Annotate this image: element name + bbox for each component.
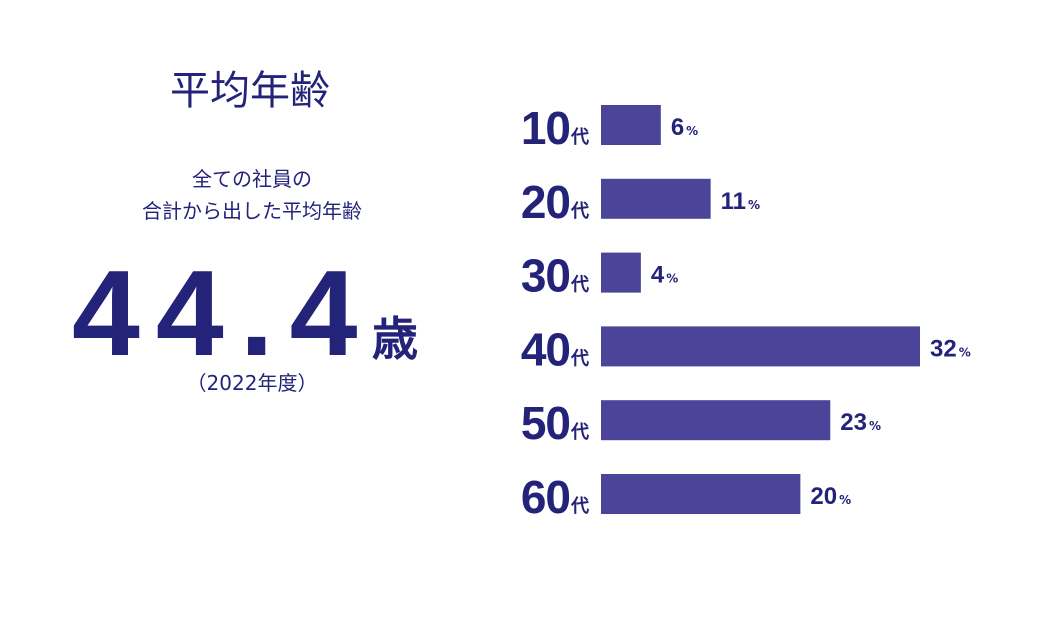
bar [601, 400, 831, 441]
value-unit: % [839, 493, 851, 507]
bar-chart: 10 代 6 %20 代 11 %30 代 4 %40 代 32 %50 代 23 %60 代 20% [521, 102, 971, 523]
value-unit: % [959, 345, 971, 359]
category-label: 40 [521, 323, 570, 375]
category-suffix: 代 [570, 201, 589, 222]
category-suffix: 代 [570, 275, 589, 296]
value-label: 6 [671, 114, 684, 141]
average-value: 44.4 [72, 245, 373, 381]
year-note: （2022年度） [187, 371, 318, 395]
value-label: 32 [930, 335, 957, 362]
category-label: 50 [521, 397, 570, 449]
value-unit: % [686, 124, 698, 138]
category-suffix: 代 [570, 496, 589, 517]
bar [601, 326, 920, 367]
bar [601, 252, 641, 293]
value-label: 11 [721, 188, 746, 215]
value-label: 23 [840, 409, 867, 436]
value-unit: % [869, 419, 881, 433]
value-unit: % [666, 272, 678, 286]
category-label: 30 [521, 250, 570, 302]
value-label: 4 [651, 262, 665, 289]
category-label: 20 [521, 176, 570, 228]
average-unit: 歳 [372, 312, 418, 366]
value-unit: % [748, 198, 760, 212]
category-label: 10 [521, 102, 570, 154]
description-line: 合計から出した平均年齢 [142, 199, 362, 223]
title: 平均年齢 [170, 68, 330, 114]
category-suffix: 代 [570, 348, 589, 369]
description-line: 全ての社員の [192, 167, 312, 191]
category-suffix: 代 [570, 422, 589, 443]
category-label: 60 [521, 471, 570, 523]
bar [601, 105, 661, 145]
category-suffix: 代 [570, 127, 589, 148]
bar [601, 178, 711, 219]
bar [601, 474, 801, 514]
value-label: 20 [810, 483, 837, 510]
